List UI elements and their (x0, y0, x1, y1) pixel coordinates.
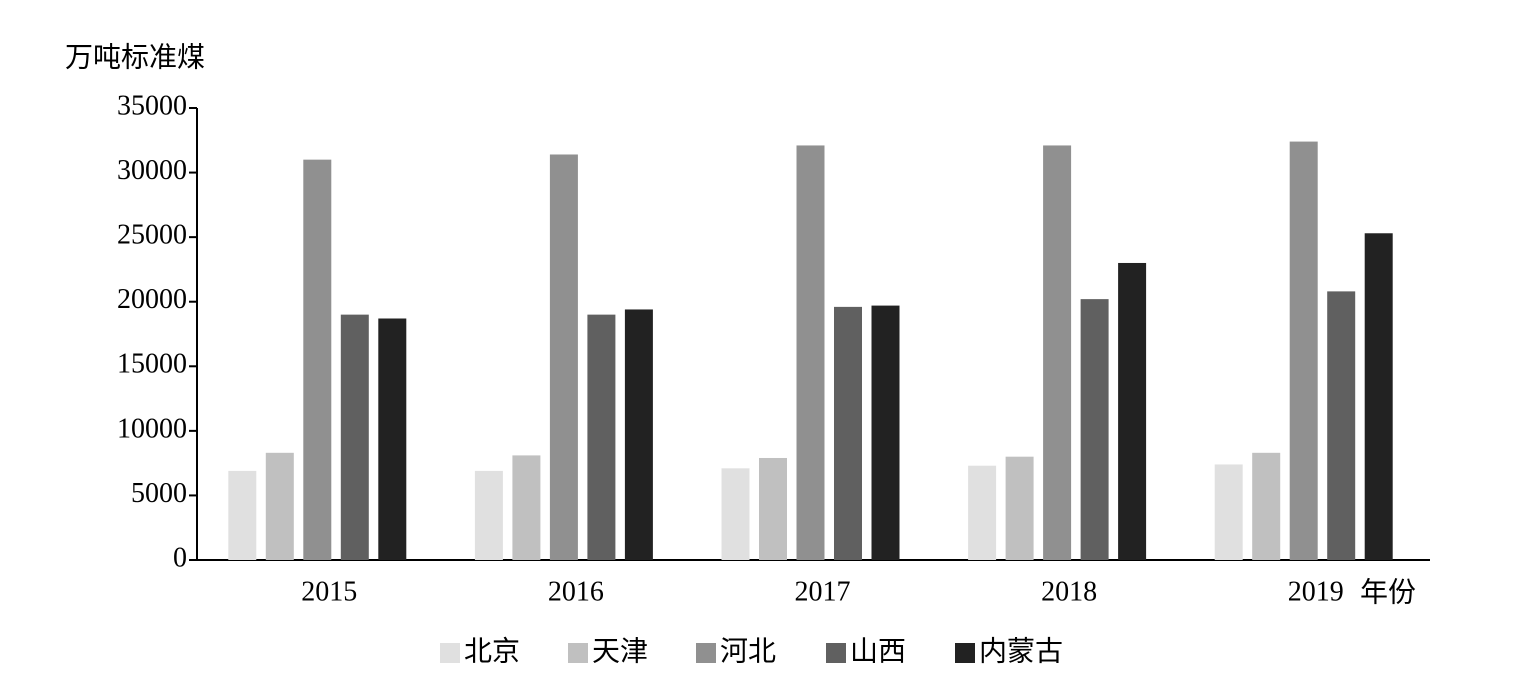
bar (834, 306, 862, 560)
bar (512, 455, 541, 560)
bar (265, 452, 294, 560)
bar (1043, 145, 1072, 561)
legend-swatch (568, 643, 588, 663)
legend-swatch (955, 643, 975, 663)
legend-label: 北京 (464, 635, 520, 667)
bar (303, 159, 332, 560)
bar (340, 314, 369, 560)
x-tick-label: 2016 (548, 576, 604, 607)
bar (1252, 452, 1281, 560)
legend-label: 山西 (850, 635, 906, 667)
bar (1364, 233, 1393, 561)
bar (1080, 299, 1109, 560)
bar (759, 457, 787, 560)
y-tick-label: 35000 (117, 90, 187, 121)
y-tick-label: 15000 (117, 349, 187, 380)
x-axis-label: 年份 (1360, 576, 1416, 608)
bar (721, 468, 750, 560)
bar (624, 309, 653, 560)
bar (1289, 141, 1318, 560)
legend-swatch (440, 643, 460, 663)
x-tick-label: 2019 (1288, 576, 1344, 607)
bar (1005, 456, 1034, 560)
legend-swatch (826, 643, 846, 663)
x-tick-label: 2018 (1041, 576, 1097, 607)
legend-label: 河北 (720, 636, 776, 667)
bar (378, 318, 407, 560)
bar (474, 470, 503, 560)
y-tick-label: 30000 (117, 155, 187, 186)
legend-swatch (696, 643, 716, 663)
bar (587, 314, 616, 560)
bar (796, 145, 825, 561)
y-tick-label: 10000 (117, 413, 187, 444)
bar (871, 305, 900, 560)
bar (968, 465, 997, 560)
y-axis-label: 万吨标准煤 (65, 41, 205, 73)
bar (1214, 464, 1243, 560)
x-tick-label: 2017 (795, 576, 851, 607)
legend-label: 内蒙古 (979, 635, 1063, 667)
bar (1118, 262, 1147, 560)
y-tick-label: 25000 (117, 220, 187, 251)
y-tick-label: 0 (173, 542, 187, 573)
x-tick-label: 2015 (301, 576, 357, 607)
y-tick-label: 5000 (131, 478, 187, 509)
bar (228, 470, 257, 560)
y-tick-label: 20000 (117, 284, 187, 315)
bar (1327, 291, 1356, 560)
legend-label: 天津 (592, 636, 648, 667)
bar (549, 154, 578, 560)
